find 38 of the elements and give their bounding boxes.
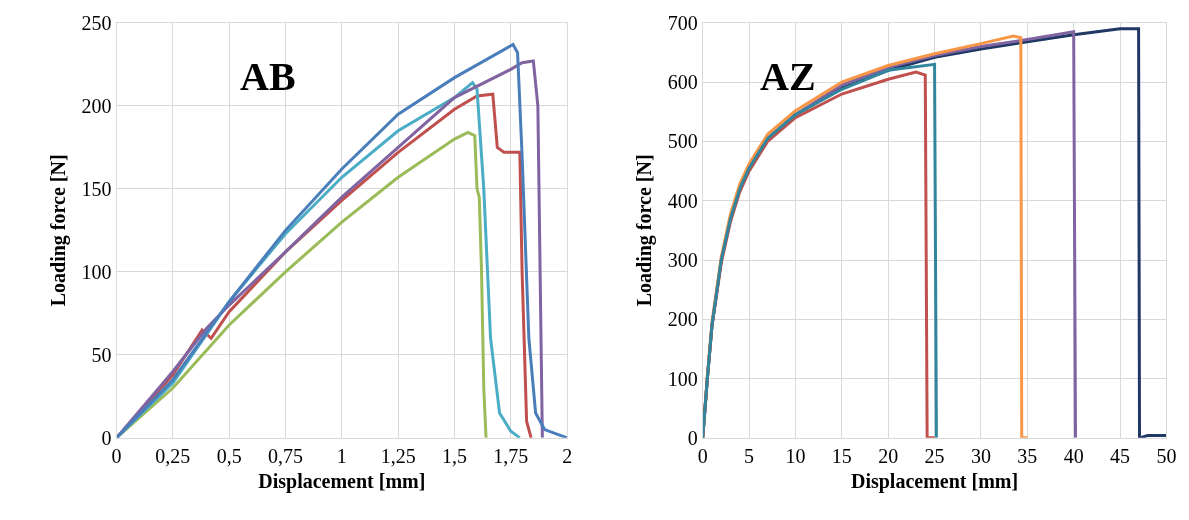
y-tick-label: 200 xyxy=(81,94,112,117)
y-tick-label: 100 xyxy=(667,367,698,390)
x-tick-label: 0,25 xyxy=(155,444,191,467)
y-tick-label: 150 xyxy=(81,177,112,200)
x-tick-label: 1,75 xyxy=(493,444,529,467)
x-tick-label: 10 xyxy=(785,444,806,467)
x-tick-label: 40 xyxy=(1063,444,1084,467)
x-tick-label: 50 xyxy=(1156,444,1177,467)
y-tick-label: 200 xyxy=(667,308,698,331)
y-tick-label: 300 xyxy=(667,249,698,271)
y-tick-label: 600 xyxy=(667,71,698,94)
x-tick-label: 20 xyxy=(878,444,899,467)
y-tick-label: 250 xyxy=(81,11,112,34)
x-tick-label: 30 xyxy=(970,444,991,467)
y-tick-label: 50 xyxy=(91,343,112,366)
x-tick-label: 0,5 xyxy=(216,444,242,467)
x-tick-label: 2 xyxy=(562,444,573,467)
x-tick-label: 1 xyxy=(336,444,347,467)
x-tick-label: 5 xyxy=(744,444,755,467)
y-tick-label: 700 xyxy=(667,11,698,34)
text: AB xyxy=(240,54,296,99)
y-tick-label: 100 xyxy=(81,260,112,283)
y-tick-label: 400 xyxy=(667,189,698,212)
y-tick-label: 500 xyxy=(667,130,698,153)
y-axis-title: Loading force [N] xyxy=(633,154,657,307)
x-axis-title: Displacement [mm] xyxy=(258,470,426,494)
x-tick-label: 1,5 xyxy=(441,444,467,467)
x-tick-label: 0,75 xyxy=(268,444,304,467)
text: AZ xyxy=(760,54,816,99)
y-tick-label: 0 xyxy=(687,426,698,449)
x-tick-label: 25 xyxy=(924,444,945,467)
y-axis-title: Loading force [N] xyxy=(47,154,71,307)
x-tick-label: 15 xyxy=(831,444,852,467)
x-axis-title: Displacement [mm] xyxy=(850,470,1019,494)
x-tick-label: 35 xyxy=(1017,444,1038,467)
x-tick-label: 45 xyxy=(1110,444,1131,467)
x-tick-label: 1,25 xyxy=(380,444,416,467)
y-tick-label: 0 xyxy=(101,426,112,449)
